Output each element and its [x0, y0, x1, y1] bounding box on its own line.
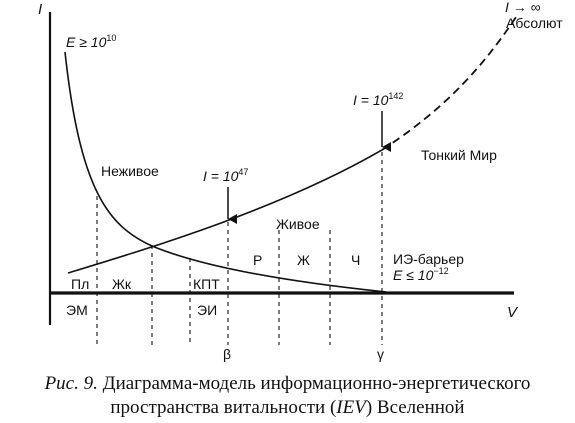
- x-axis-label: V: [507, 304, 519, 321]
- point-beta: β: [223, 346, 231, 362]
- caption-line-2-post: ) Вселенной: [365, 397, 465, 418]
- division-lines: [96, 152, 383, 345]
- zone-pl: Пл: [71, 276, 89, 292]
- below-axis-em: ЭМ: [66, 302, 88, 318]
- marker-i47-label: I = 1047: [203, 167, 248, 184]
- energy-top-label: E ≥ 1010: [66, 33, 116, 50]
- marker-i142-label: I = 10142: [353, 91, 403, 108]
- point-gamma: γ: [377, 346, 384, 362]
- barrier-title: ИЭ-барьер: [393, 251, 464, 267]
- limit-label: I → ∞: [505, 0, 541, 15]
- caption-abbr: IEV: [336, 397, 366, 418]
- zone-ch: Ч: [351, 252, 360, 268]
- absolute-curve: [381, 13, 519, 151]
- subtle-world-label: Тонкий Мир: [421, 147, 497, 163]
- zone-r: Р: [253, 252, 262, 268]
- zone-zhk: Жк: [112, 276, 132, 292]
- caption-line-2: пространства витальности (IEV) Вселенной: [0, 396, 575, 420]
- zone-kpt: КПТ: [193, 276, 220, 292]
- barrier-energy: E ≤ 10−12: [393, 266, 449, 283]
- living-curve: [67, 149, 383, 274]
- caption-line-2-pre: пространства витальности (: [110, 397, 337, 418]
- below-axis-ei: ЭИ: [197, 302, 217, 318]
- caption-line-1-text: Диаграмма-модель информационно-энергетич…: [97, 373, 531, 394]
- nonliving-label: Неживое: [101, 163, 159, 179]
- absolute-label: Абсолют: [506, 15, 563, 31]
- caption-fig-label: Рис. 9.: [44, 373, 98, 394]
- zone-zh: Ж: [297, 252, 310, 268]
- y-axis-label: I: [38, 1, 42, 18]
- figure-caption: Рис. 9. Диаграмма-модель информационно-э…: [0, 372, 575, 420]
- iev-diagram: I V I → ∞ Абсолют E ≥ 1010 Неживое Живое…: [38, 0, 563, 362]
- living-label: Живое: [276, 216, 320, 232]
- caption-line-1: Рис. 9. Диаграмма-модель информационно-э…: [0, 372, 575, 396]
